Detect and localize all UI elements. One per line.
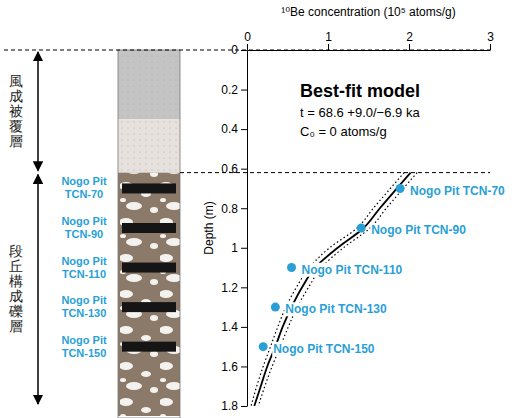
x-tick-label: 1 xyxy=(325,30,332,44)
point-label: Nogo Pit TCN-110 xyxy=(302,263,403,277)
y-tick-mark xyxy=(241,248,247,249)
y-axis: 0 0.2 0.4 0.6 0.8 1 1.2 1.4 1.6 1.8 xyxy=(221,43,247,413)
sample-bar xyxy=(122,223,176,233)
label-background xyxy=(272,342,376,356)
x-tick-label: 2 xyxy=(406,30,413,44)
x-tick-mark xyxy=(328,44,329,50)
column-texture xyxy=(118,50,180,119)
y-tick-mark xyxy=(241,287,247,288)
unit-arrow xyxy=(37,52,39,171)
labels: Nogo Pit TCN-70 Nogo Pit TCN-90 Nogo Pit T… xyxy=(272,184,506,356)
sample-label: Nogo PitTCN-70 xyxy=(61,175,107,200)
x-tick: 3 xyxy=(487,30,494,50)
y-axis-title: Depth (m) xyxy=(202,201,216,254)
x-tick-label: 3 xyxy=(487,30,494,44)
x-tick-mark xyxy=(490,44,491,50)
y-tick-mark xyxy=(241,208,247,209)
y-tick-label: 0.6 xyxy=(221,162,238,176)
column-texture xyxy=(118,173,180,416)
y-tick-label: 1.4 xyxy=(221,320,238,334)
x-axis-title: ¹⁰Be concentration (10⁵ atoms/g) xyxy=(281,5,456,19)
sample-bar xyxy=(122,302,176,312)
data-point xyxy=(357,224,366,233)
column-border xyxy=(118,50,180,418)
sample-label: Nogo PitTCN-150 xyxy=(61,334,107,359)
sample-label: Nogo PitTCN-110 xyxy=(61,255,107,280)
annotation-line: t = 68.6 +9.0/−6.9 ka xyxy=(300,105,420,120)
y-tick-label: 1 xyxy=(231,241,238,255)
data-point xyxy=(287,263,296,272)
y-tick: 0.6 xyxy=(221,162,247,176)
y-tick: 0.4 xyxy=(221,122,247,136)
sample-label: Nogo PitTCN-90 xyxy=(61,215,107,240)
label-background xyxy=(284,302,388,316)
y-tick-mark xyxy=(241,129,247,130)
unit-label: 風成被覆層 xyxy=(9,73,23,149)
x-axis-line xyxy=(248,50,491,51)
x-tick-mark xyxy=(409,44,410,50)
y-tick-mark xyxy=(241,327,247,328)
point-label: Nogo Pit TCN-90 xyxy=(371,223,466,237)
y-tick: 1.4 xyxy=(221,320,247,334)
column-texture xyxy=(118,119,180,172)
y-tick-label: 1.8 xyxy=(221,399,238,413)
x-tick-label: 0 xyxy=(244,30,251,44)
y-tick: 1.6 xyxy=(221,360,247,374)
unit-label: 段丘構成礫層 xyxy=(8,243,23,334)
annotation-title: Best-fit model xyxy=(300,81,420,101)
y-tick-mark xyxy=(241,366,247,367)
plot-area xyxy=(251,173,417,406)
y-tick-label: 0.8 xyxy=(221,202,238,216)
x-tick: 1 xyxy=(325,30,332,50)
sample-bar xyxy=(122,342,176,352)
y-tick-label: 0 xyxy=(231,43,238,57)
y-tick: 0 xyxy=(231,43,247,57)
column-layer xyxy=(118,173,180,416)
x-tick-mark xyxy=(247,44,248,50)
label-background xyxy=(301,263,404,277)
column-layer xyxy=(118,119,180,172)
y-tick-label: 0.4 xyxy=(221,122,238,136)
unit-arrow xyxy=(37,175,39,404)
sample-bar xyxy=(122,183,176,193)
point-label: Nogo Pit TCN-150 xyxy=(273,342,375,356)
sample-bar xyxy=(122,263,176,273)
data-point xyxy=(271,303,280,312)
y-tick: 1 xyxy=(231,241,247,255)
x-tick: 0 xyxy=(244,30,251,50)
uncertainty-curve xyxy=(258,173,417,406)
label-background xyxy=(409,184,506,198)
y-tick-mark xyxy=(241,169,247,170)
x-tick: 2 xyxy=(406,30,413,50)
x-axis: 0 1 2 3 xyxy=(244,30,494,51)
y-axis-line xyxy=(247,51,248,407)
uncertainty-curve xyxy=(251,173,404,406)
y-tick-label: 1.6 xyxy=(221,360,238,374)
y-tick-mark xyxy=(241,50,247,51)
y-tick: 0.8 xyxy=(221,202,247,216)
best-fit-curve xyxy=(254,173,410,406)
y-tick: 0.2 xyxy=(221,83,247,97)
point-label: Nogo Pit TCN-130 xyxy=(285,302,387,316)
y-tick-label: 1.2 xyxy=(221,281,238,295)
figure: 風成被覆層段丘構成礫層 0 1 2 3 0 0.2 0.4 0.6 0.8 1 1.2 1.4 1.6 1.… xyxy=(0,0,514,418)
column xyxy=(118,50,180,416)
point-label: Nogo Pit TCN-70 xyxy=(410,184,505,198)
data-point xyxy=(396,184,405,193)
data-point xyxy=(259,342,268,351)
annotation-line: C₀ = 0 atoms/g xyxy=(300,124,387,139)
y-tick: 1.8 xyxy=(221,399,247,413)
y-tick-mark xyxy=(241,90,247,91)
y-tick-mark xyxy=(241,406,247,407)
sample-label: Nogo PitTCN-130 xyxy=(61,294,107,319)
y-tick: 1.2 xyxy=(221,281,247,295)
y-tick-label: 0.2 xyxy=(221,83,238,97)
label-background xyxy=(370,223,467,237)
column-layer xyxy=(118,50,180,119)
